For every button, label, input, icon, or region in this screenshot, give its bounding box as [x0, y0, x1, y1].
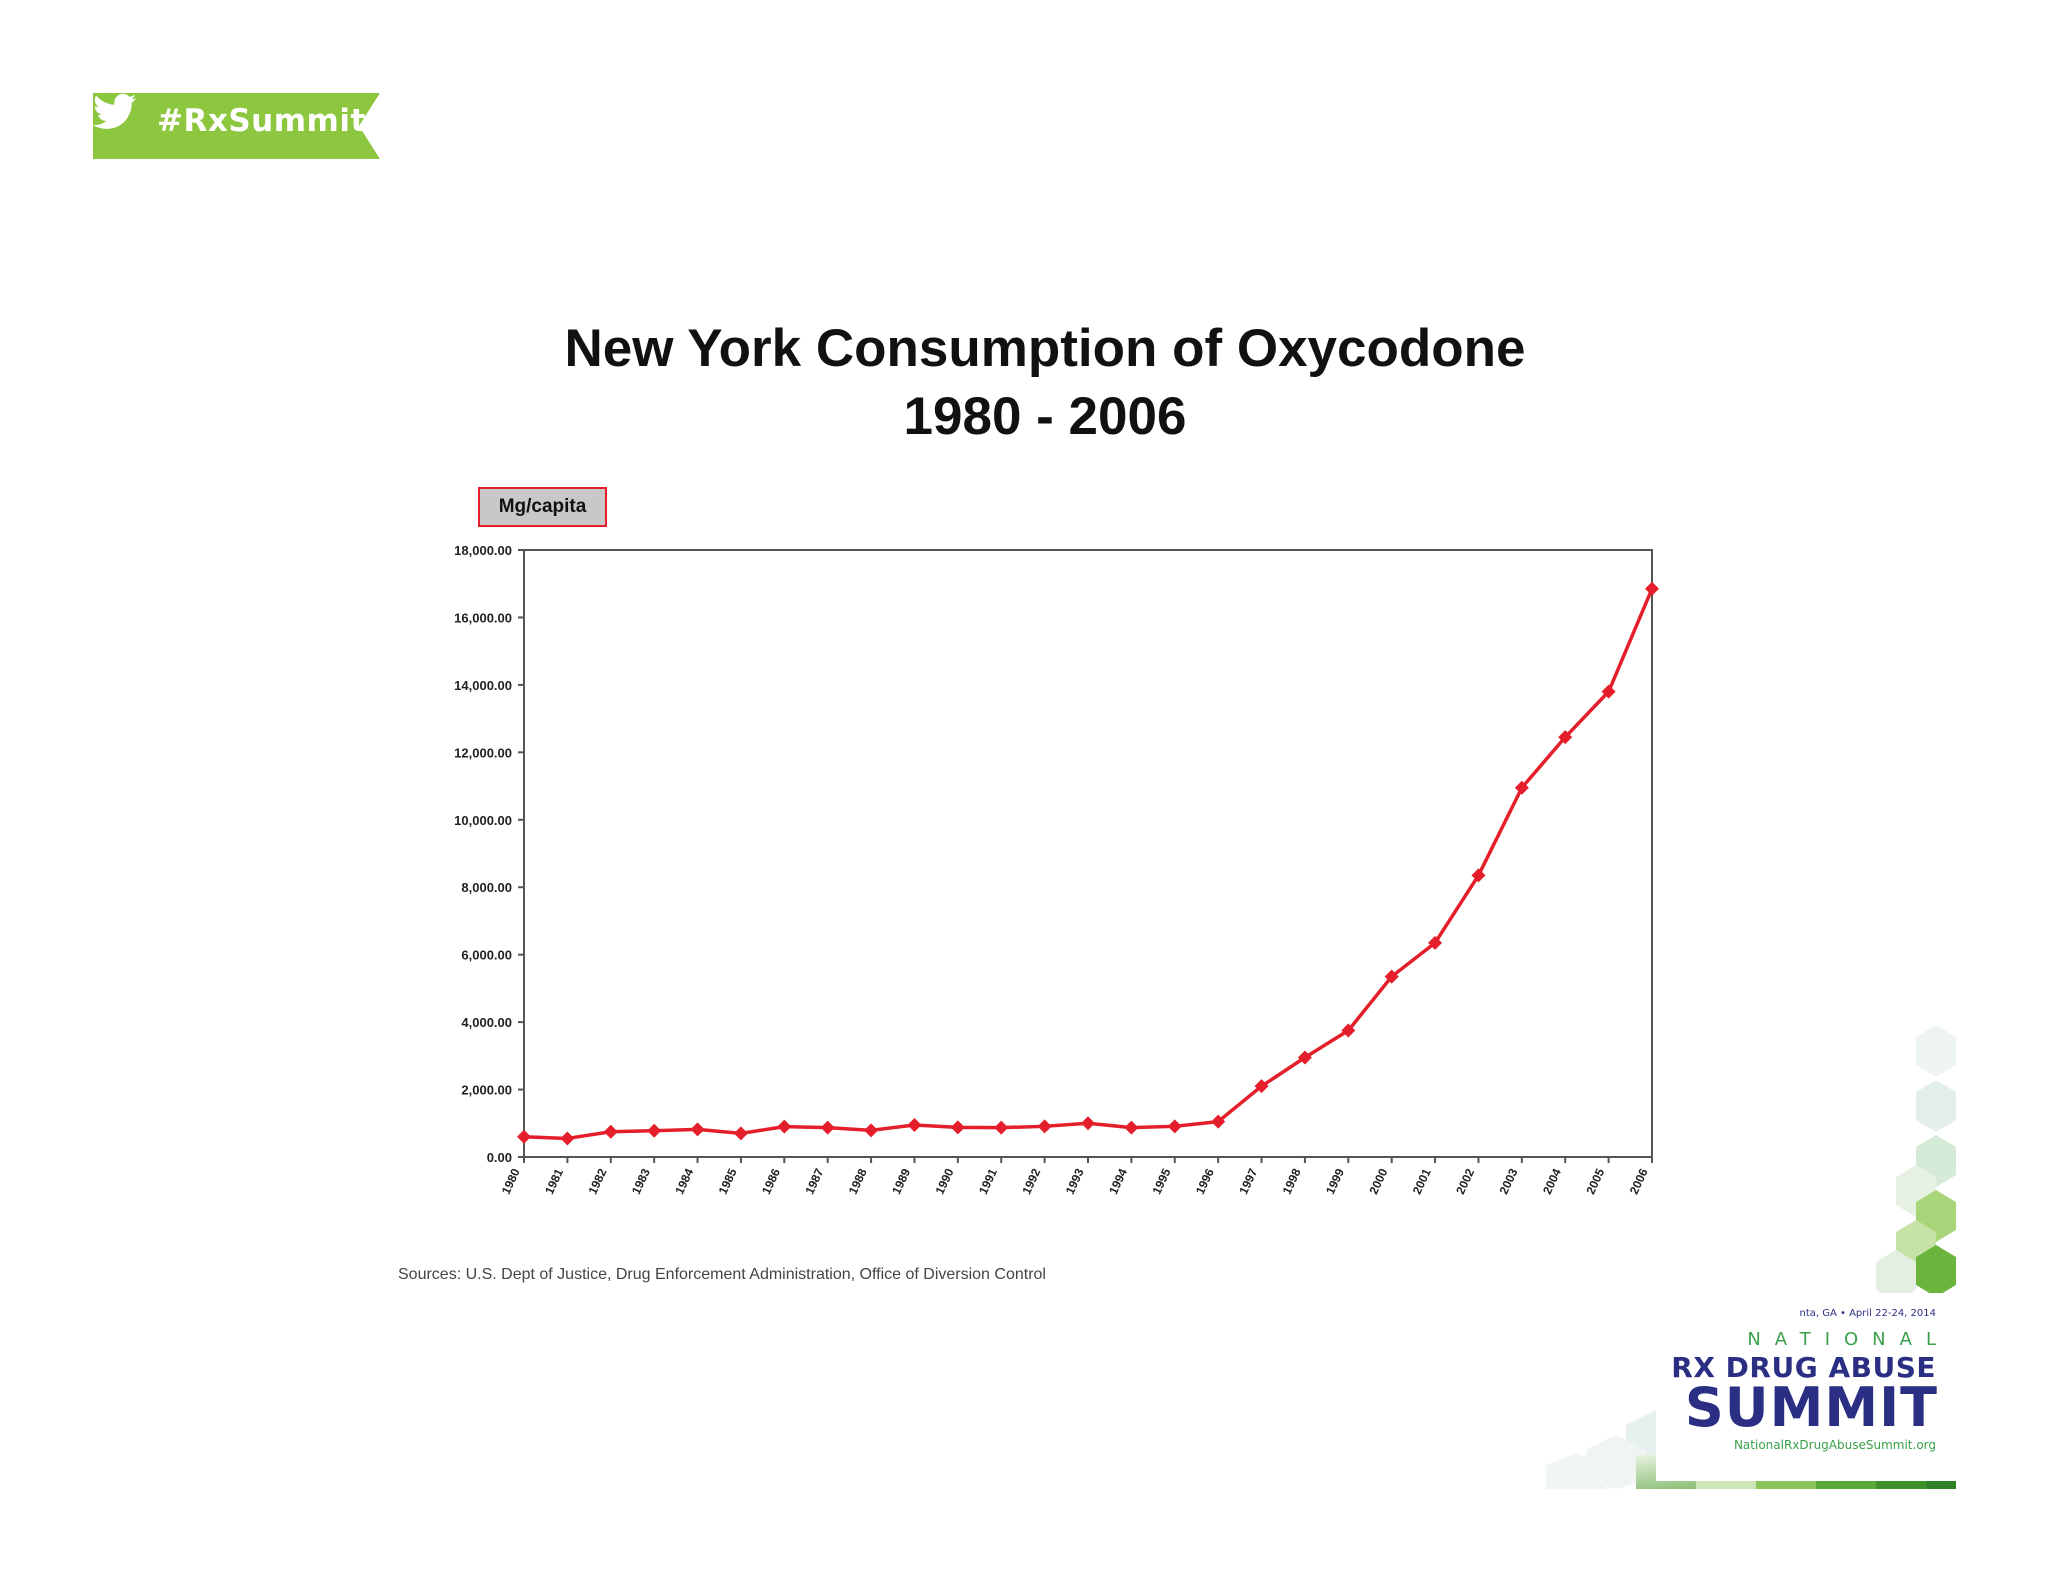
data-point [1037, 1119, 1052, 1134]
data-point [733, 1126, 748, 1141]
data-point [1601, 684, 1616, 699]
banner-shape [93, 93, 380, 159]
x-tick-label: 1990 [933, 1166, 957, 1196]
data-point [603, 1124, 618, 1139]
plot-frame [523, 549, 1653, 1158]
x-tick-label: 1992 [1019, 1166, 1043, 1196]
chart-title: New York Consumption of Oxycodone 1980 -… [420, 315, 1670, 451]
x-tick-label: 1984 [672, 1166, 696, 1196]
x-tick-label: 1994 [1106, 1166, 1130, 1196]
logo-national: NATIONAL [1747, 1329, 1950, 1350]
data-point [1558, 730, 1573, 745]
x-tick-label: 1995 [1150, 1166, 1174, 1196]
x-tick-label: 2000 [1366, 1166, 1390, 1196]
logo-summit: SUMMIT [1684, 1376, 1938, 1439]
y-tick-label: 0.00 [487, 1150, 512, 1165]
data-point [994, 1120, 1009, 1135]
data-point [820, 1120, 835, 1135]
data-point [1081, 1116, 1095, 1131]
x-tick-label: 1980 [499, 1166, 523, 1196]
y-tick-label: 4,000.00 [461, 1015, 512, 1030]
chart-title-line-2: 1980 - 2006 [903, 387, 1187, 446]
x-tick-label: 2002 [1453, 1166, 1477, 1196]
data-point [950, 1120, 965, 1135]
data-point [1514, 780, 1529, 795]
source-note: Sources: U.S. Dept of Justice, Drug Enfo… [398, 1266, 1046, 1283]
y-tick-label: 16,000.00 [454, 610, 512, 625]
hashtag-text: #RxSummit [157, 103, 366, 139]
x-tick-label: 1998 [1280, 1166, 1304, 1196]
data-point [1167, 1119, 1182, 1134]
x-tick-label: 1982 [586, 1166, 610, 1196]
data-point [517, 1129, 531, 1144]
y-tick-label: 14,000.00 [454, 678, 512, 693]
data-point [560, 1131, 575, 1146]
x-tick-label: 1983 [629, 1166, 653, 1196]
data-point [1645, 581, 1659, 596]
data-point [1428, 935, 1443, 950]
summit-logo: nta, GA • April 22-24, 2014 NATIONAL RX … [1486, 1025, 1958, 1489]
y-tick-label: 8,000.00 [461, 880, 512, 895]
y-tick-label: 12,000.00 [454, 745, 512, 760]
x-tick-label: 1985 [716, 1166, 740, 1196]
twitter-bird-icon [93, 93, 137, 129]
data-point [1384, 969, 1399, 984]
chart-title-line-1: New York Consumption of Oxycodone [564, 319, 1526, 378]
data-point [647, 1123, 662, 1138]
logo-rx-drug-abuse: RX DRUG ABUSE [1671, 1351, 1936, 1384]
y-tick-label: 10,000.00 [454, 813, 512, 828]
data-point [907, 1117, 922, 1132]
x-tick-label: 1997 [1236, 1166, 1260, 1196]
x-tick-label: 1981 [542, 1166, 566, 1196]
data-point [1211, 1114, 1226, 1129]
x-tick-label: 1989 [889, 1166, 913, 1196]
x-tick-label: 1991 [976, 1166, 1000, 1196]
series-line [523, 588, 1654, 1141]
x-tick-label: 1996 [1193, 1166, 1217, 1196]
data-point [1471, 868, 1486, 883]
x-tick-label: 1987 [802, 1166, 826, 1196]
data-point [690, 1122, 705, 1137]
data-point [864, 1123, 879, 1138]
x-tick-label: 1993 [1063, 1166, 1087, 1196]
x-tick-label: 1999 [1323, 1166, 1347, 1196]
hashtag-banner: #RxSummit [93, 93, 380, 159]
y-tick-label: 18,000.00 [454, 543, 512, 558]
y-tick-label: 6,000.00 [461, 948, 512, 963]
y-tick-label: 2,000.00 [461, 1083, 512, 1098]
logo-url: NationalRxDrugAbuseSummit.org [1733, 1438, 1936, 1452]
logo-card: nta, GA • April 22-24, 2014 NATIONAL RX … [1656, 1293, 1958, 1481]
series-label: Mg/capita [478, 487, 607, 527]
data-point [1341, 1023, 1356, 1038]
data-point [777, 1119, 792, 1134]
x-tick-label: 1986 [759, 1166, 783, 1196]
data-point [1254, 1079, 1269, 1094]
data-point [1124, 1120, 1139, 1135]
x-tick-label: 1988 [846, 1166, 870, 1196]
logo-date: nta, GA • April 22-24, 2014 [1799, 1308, 1937, 1319]
x-tick-label: 2001 [1410, 1166, 1434, 1196]
data-point [1297, 1050, 1312, 1065]
